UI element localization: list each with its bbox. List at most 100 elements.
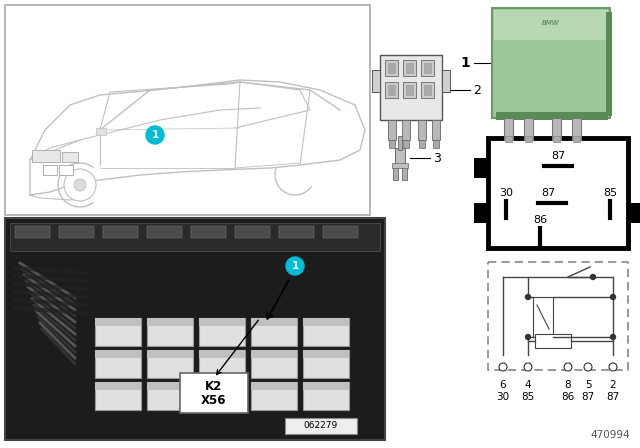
Bar — [62, 152, 78, 162]
Bar — [251, 350, 297, 378]
Bar — [303, 350, 349, 378]
Bar — [388, 120, 396, 140]
Bar — [380, 55, 442, 120]
Text: 87: 87 — [551, 151, 565, 161]
Bar — [95, 350, 141, 378]
Text: 87: 87 — [541, 188, 555, 198]
Bar — [5, 5, 370, 215]
Bar — [323, 226, 358, 238]
Circle shape — [525, 335, 531, 340]
Bar — [392, 163, 408, 168]
Bar — [147, 318, 193, 326]
Bar — [199, 318, 245, 346]
Circle shape — [609, 363, 617, 371]
Bar — [388, 63, 395, 73]
Bar — [628, 203, 640, 223]
Circle shape — [146, 126, 164, 144]
Text: 86: 86 — [533, 215, 547, 225]
Bar — [285, 418, 357, 434]
Circle shape — [584, 363, 592, 371]
Circle shape — [286, 257, 304, 275]
Text: 85: 85 — [522, 392, 534, 402]
Text: 1: 1 — [152, 130, 159, 140]
Text: 8: 8 — [564, 380, 572, 390]
Circle shape — [74, 179, 86, 191]
Bar — [424, 63, 431, 73]
Bar — [95, 382, 141, 410]
Bar — [96, 128, 106, 135]
Bar — [59, 165, 73, 175]
Text: 87: 87 — [606, 392, 620, 402]
Bar — [147, 382, 193, 410]
Bar — [474, 203, 488, 223]
Bar — [5, 218, 385, 440]
Bar — [403, 140, 409, 148]
Bar — [251, 382, 297, 390]
Text: 6: 6 — [500, 380, 506, 390]
Circle shape — [499, 363, 507, 371]
Bar — [385, 82, 398, 98]
Bar — [251, 350, 297, 358]
Text: 85: 85 — [603, 188, 617, 198]
Bar — [43, 165, 57, 175]
Bar — [406, 63, 413, 73]
Bar — [606, 12, 612, 116]
Bar — [395, 148, 405, 166]
Bar — [59, 226, 94, 238]
Bar — [433, 140, 439, 148]
Bar — [492, 8, 610, 118]
Bar — [535, 334, 571, 348]
Bar — [488, 262, 628, 370]
Bar — [403, 60, 416, 76]
Bar — [32, 150, 60, 162]
Bar — [524, 118, 533, 140]
Bar — [372, 70, 380, 92]
Bar — [421, 82, 434, 98]
Bar — [95, 318, 141, 346]
Bar — [421, 60, 434, 76]
Circle shape — [611, 335, 616, 340]
Bar — [525, 136, 532, 142]
Text: 5: 5 — [585, 380, 591, 390]
Bar — [418, 120, 426, 140]
Circle shape — [564, 363, 572, 371]
Bar — [402, 166, 407, 180]
Circle shape — [611, 294, 616, 300]
Bar — [191, 226, 226, 238]
Text: 30: 30 — [497, 392, 509, 402]
Bar — [199, 350, 245, 378]
Text: 4: 4 — [525, 380, 531, 390]
Bar — [95, 318, 141, 326]
Text: X56: X56 — [201, 395, 227, 408]
Bar — [95, 350, 141, 358]
Text: 86: 86 — [561, 392, 575, 402]
Bar — [199, 382, 245, 390]
Bar — [553, 136, 560, 142]
Bar — [402, 120, 410, 140]
Circle shape — [525, 294, 531, 300]
Bar — [147, 350, 193, 358]
Bar — [279, 226, 314, 238]
Bar — [147, 226, 182, 238]
Bar — [573, 136, 580, 142]
Text: 2: 2 — [610, 380, 616, 390]
Bar — [488, 138, 628, 248]
Bar — [251, 382, 297, 410]
Bar — [533, 297, 553, 337]
Circle shape — [591, 275, 595, 280]
Bar — [251, 318, 297, 346]
Text: 1: 1 — [291, 261, 299, 271]
Bar — [552, 118, 561, 140]
Bar — [494, 10, 608, 40]
Text: 3: 3 — [433, 151, 441, 164]
Bar — [403, 82, 416, 98]
Bar — [432, 120, 440, 140]
Bar — [147, 318, 193, 346]
Bar — [504, 118, 513, 140]
Text: 470994: 470994 — [590, 430, 630, 440]
Bar — [199, 382, 245, 410]
Bar — [15, 226, 50, 238]
Bar — [572, 118, 581, 140]
Circle shape — [524, 363, 532, 371]
Text: 1: 1 — [460, 56, 470, 70]
